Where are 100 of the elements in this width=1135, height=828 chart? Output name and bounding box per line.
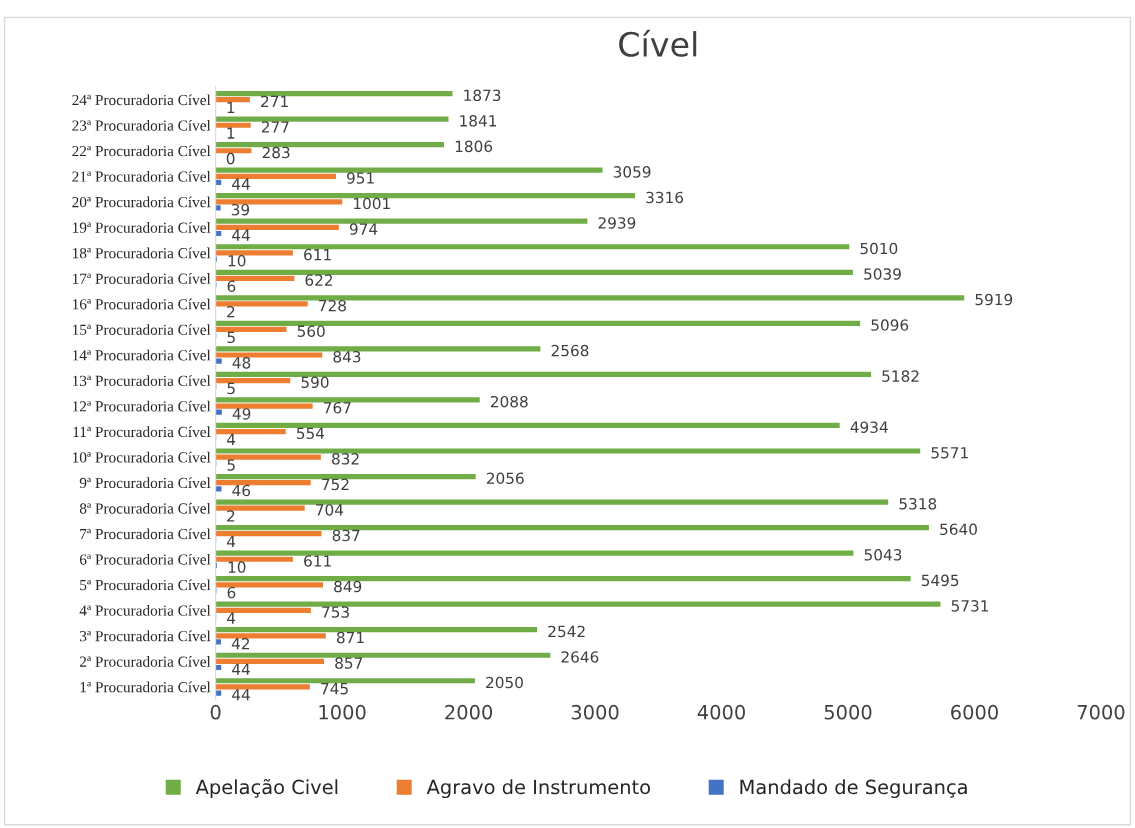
y-tick-label: 16ª Procuradoria Cível bbox=[73, 298, 211, 310]
data-label: 277 bbox=[261, 121, 289, 133]
data-label: 4 bbox=[227, 535, 236, 548]
data-label: 752 bbox=[322, 478, 349, 491]
data-label: 753 bbox=[322, 606, 349, 618]
data-label: 837 bbox=[332, 529, 360, 542]
data-label: 5731 bbox=[951, 600, 989, 612]
data-label: 44 bbox=[232, 663, 250, 675]
x-tick-label: 1000 bbox=[319, 704, 366, 720]
y-tick-label: 10ª Procuradoria Cível bbox=[73, 451, 211, 463]
x-tick-label: 5000 bbox=[824, 704, 872, 720]
data-label: 5182 bbox=[882, 370, 919, 382]
data-label: 4 bbox=[227, 612, 236, 624]
y-tick-label: 8ª Procuradoria Cível bbox=[79, 502, 211, 514]
data-label: 560 bbox=[297, 325, 325, 337]
data-label: 1001 bbox=[354, 197, 390, 210]
data-label: 5495 bbox=[921, 574, 959, 587]
legend-label: Apelação Civel bbox=[195, 778, 338, 799]
x-tick-label: 6000 bbox=[951, 704, 998, 720]
data-label: 2050 bbox=[486, 676, 523, 689]
data-label: 3316 bbox=[646, 191, 684, 204]
y-tick-label: 7ª Procuradoria Cível bbox=[80, 528, 211, 540]
data-label: 3059 bbox=[613, 166, 651, 178]
data-label: 271 bbox=[261, 95, 288, 107]
data-label: 5 bbox=[227, 459, 235, 471]
data-label: 44 bbox=[232, 229, 250, 241]
y-tick-label: 6ª Procuradoria Cível bbox=[79, 553, 211, 565]
data-label: 745 bbox=[321, 683, 348, 695]
data-label: 42 bbox=[231, 637, 249, 650]
data-label: 590 bbox=[301, 376, 329, 389]
data-label: 1841 bbox=[460, 115, 497, 127]
y-tick-label: 12ª Procuradoria Cível bbox=[73, 400, 211, 412]
data-label: 704 bbox=[316, 504, 344, 516]
data-label: 843 bbox=[333, 350, 361, 363]
data-label: 832 bbox=[332, 453, 359, 465]
data-label: 5010 bbox=[860, 242, 898, 255]
data-label: 2646 bbox=[561, 651, 599, 663]
y-tick-label: 24ª Procuradoria Cível bbox=[72, 94, 211, 106]
data-label: 44 bbox=[232, 178, 250, 190]
data-label: 5039 bbox=[864, 268, 901, 280]
data-label: 857 bbox=[335, 657, 363, 669]
data-label: 0 bbox=[226, 152, 235, 165]
data-label: 974 bbox=[349, 223, 378, 235]
y-tick-label: 22ª Procuradoria Cível bbox=[72, 145, 211, 157]
data-label: 283 bbox=[262, 146, 290, 159]
data-label: 2 bbox=[227, 510, 235, 522]
data-label: 4934 bbox=[850, 421, 888, 433]
chart-title: Cível bbox=[619, 29, 697, 57]
data-label: 611 bbox=[304, 555, 331, 567]
data-label: 2056 bbox=[486, 472, 524, 485]
y-tick-label: 9ª Procuradoria Cível bbox=[79, 477, 211, 489]
y-tick-label: 5ª Procuradoria Cível bbox=[80, 579, 211, 591]
data-label: 5 bbox=[227, 331, 235, 344]
x-tick-label: 4000 bbox=[697, 704, 745, 720]
data-label: 767 bbox=[324, 402, 351, 414]
y-tick-label: 13ª Procuradoria Cível bbox=[73, 375, 211, 386]
data-label: 46 bbox=[232, 484, 251, 497]
y-tick-label: 3ª Procuradoria Cível bbox=[80, 630, 211, 642]
data-label: 728 bbox=[319, 299, 346, 312]
data-label: 5571 bbox=[931, 447, 968, 459]
data-label: 5096 bbox=[871, 319, 909, 331]
x-tick-label: 3000 bbox=[571, 704, 619, 720]
data-label: 10 bbox=[228, 254, 246, 267]
y-tick-label: 23ª Procuradoria Cível bbox=[72, 119, 211, 131]
data-label: 2939 bbox=[598, 217, 636, 229]
data-label: 951 bbox=[347, 172, 374, 184]
data-label: 39 bbox=[231, 203, 250, 216]
data-label: 622 bbox=[305, 274, 333, 286]
data-label: 6 bbox=[227, 586, 236, 599]
x-tick-label: 0 bbox=[210, 704, 221, 720]
data-label: 849 bbox=[334, 580, 362, 593]
data-label: 611 bbox=[304, 248, 331, 261]
data-label: 2088 bbox=[490, 395, 528, 408]
data-label: 5 bbox=[227, 382, 235, 395]
data-label: 10 bbox=[228, 561, 246, 573]
data-label: 48 bbox=[232, 357, 251, 369]
data-label: 6 bbox=[227, 280, 236, 293]
y-tick-label: 1ª Procuradoria Cível bbox=[80, 681, 211, 693]
y-tick-label: 21ª Procuradoria Cível bbox=[72, 170, 211, 182]
legend-label: Mandado de Segurança bbox=[740, 779, 967, 799]
data-label: 1 bbox=[227, 101, 235, 114]
data-label: 44 bbox=[232, 689, 250, 701]
y-tick-label: 19ª Procuradoria Cível bbox=[73, 222, 211, 233]
y-tick-label: 20ª Procuradoria Cível bbox=[72, 196, 211, 208]
data-label: 2542 bbox=[548, 625, 585, 638]
x-tick-label: 7000 bbox=[1077, 704, 1125, 720]
data-label: 1873 bbox=[464, 89, 501, 102]
y-tick-label: 18ª Procuradoria Cível bbox=[73, 247, 211, 259]
data-label: 4 bbox=[227, 433, 236, 445]
y-tick-label: 11ª Procuradoria Cível bbox=[73, 426, 211, 438]
y-tick-label: 2ª Procuradoria Cível bbox=[79, 656, 211, 667]
x-tick-label: 2000 bbox=[445, 704, 493, 720]
data-label: 1806 bbox=[455, 140, 493, 153]
y-tick-label: 14ª Procuradoria Cível bbox=[73, 349, 211, 361]
y-tick-label: 17ª Procuradoria Cível bbox=[73, 273, 211, 284]
data-label: 2 bbox=[227, 306, 235, 318]
y-tick-label: 4ª Procuradoria Cível bbox=[79, 604, 211, 616]
data-label: 5043 bbox=[864, 549, 902, 561]
data-label: 49 bbox=[232, 408, 251, 420]
data-label: 5640 bbox=[940, 523, 977, 536]
